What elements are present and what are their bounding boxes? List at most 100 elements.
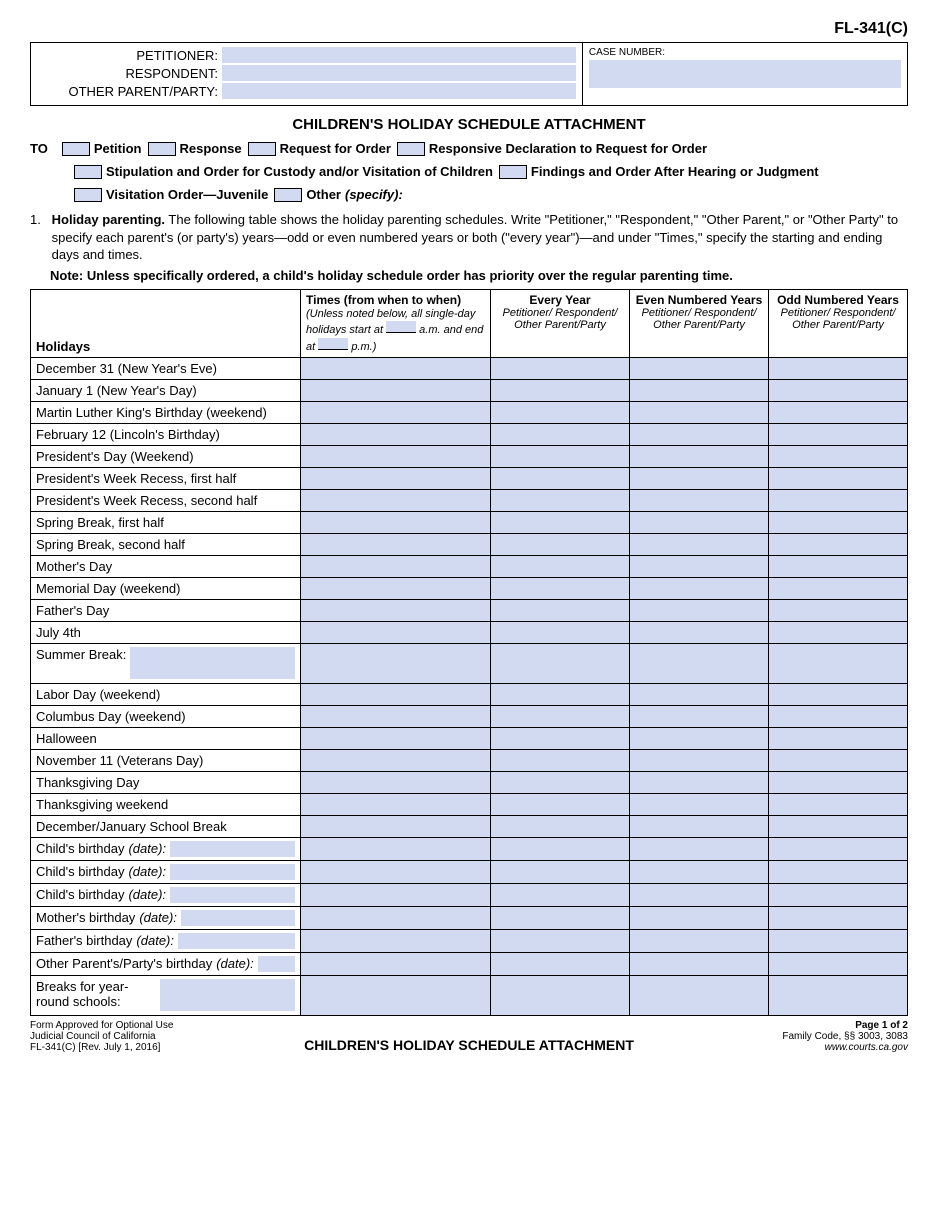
odd-years-field[interactable] [769, 621, 908, 643]
every-year-field[interactable] [491, 599, 630, 621]
checkbox-rfo[interactable] [248, 142, 276, 156]
times-field[interactable] [301, 815, 491, 837]
holiday-label-field[interactable] [170, 864, 295, 880]
every-year-field[interactable] [491, 815, 630, 837]
checkbox-visitation-juv[interactable] [74, 188, 102, 202]
checkbox-other[interactable] [274, 188, 302, 202]
every-year-field[interactable] [491, 489, 630, 511]
holiday-label-field[interactable] [258, 956, 295, 972]
odd-years-field[interactable] [769, 555, 908, 577]
even-years-field[interactable] [630, 975, 769, 1015]
even-years-field[interactable] [630, 906, 769, 929]
every-year-field[interactable] [491, 860, 630, 883]
even-years-field[interactable] [630, 379, 769, 401]
times-field[interactable] [301, 511, 491, 533]
odd-years-field[interactable] [769, 975, 908, 1015]
even-years-field[interactable] [630, 533, 769, 555]
even-years-field[interactable] [630, 883, 769, 906]
times-field[interactable] [301, 837, 491, 860]
times-field[interactable] [301, 975, 491, 1015]
odd-years-field[interactable] [769, 883, 908, 906]
odd-years-field[interactable] [769, 749, 908, 771]
every-year-field[interactable] [491, 952, 630, 975]
every-year-field[interactable] [491, 749, 630, 771]
times-field[interactable] [301, 423, 491, 445]
every-year-field[interactable] [491, 555, 630, 577]
times-field[interactable] [301, 771, 491, 793]
times-field[interactable] [301, 929, 491, 952]
holiday-label-field[interactable] [170, 887, 295, 903]
every-year-field[interactable] [491, 467, 630, 489]
odd-years-field[interactable] [769, 705, 908, 727]
every-year-field[interactable] [491, 727, 630, 749]
times-field[interactable] [301, 705, 491, 727]
every-year-field[interactable] [491, 883, 630, 906]
odd-years-field[interactable] [769, 952, 908, 975]
times-field[interactable] [301, 489, 491, 511]
pm-time-field[interactable] [318, 338, 348, 350]
times-field[interactable] [301, 577, 491, 599]
times-field[interactable] [301, 357, 491, 379]
odd-years-field[interactable] [769, 511, 908, 533]
holiday-label-field[interactable] [160, 979, 295, 1011]
even-years-field[interactable] [630, 929, 769, 952]
checkbox-response[interactable] [148, 142, 176, 156]
even-years-field[interactable] [630, 705, 769, 727]
even-years-field[interactable] [630, 401, 769, 423]
times-field[interactable] [301, 621, 491, 643]
times-field[interactable] [301, 906, 491, 929]
every-year-field[interactable] [491, 379, 630, 401]
times-field[interactable] [301, 467, 491, 489]
times-field[interactable] [301, 793, 491, 815]
odd-years-field[interactable] [769, 401, 908, 423]
odd-years-field[interactable] [769, 423, 908, 445]
checkbox-findings[interactable] [499, 165, 527, 179]
petitioner-field[interactable] [222, 47, 576, 63]
even-years-field[interactable] [630, 837, 769, 860]
odd-years-field[interactable] [769, 467, 908, 489]
even-years-field[interactable] [630, 357, 769, 379]
times-field[interactable] [301, 883, 491, 906]
every-year-field[interactable] [491, 705, 630, 727]
every-year-field[interactable] [491, 577, 630, 599]
even-years-field[interactable] [630, 555, 769, 577]
am-time-field[interactable] [386, 321, 416, 333]
every-year-field[interactable] [491, 929, 630, 952]
odd-years-field[interactable] [769, 533, 908, 555]
every-year-field[interactable] [491, 401, 630, 423]
even-years-field[interactable] [630, 771, 769, 793]
odd-years-field[interactable] [769, 683, 908, 705]
odd-years-field[interactable] [769, 906, 908, 929]
every-year-field[interactable] [491, 683, 630, 705]
every-year-field[interactable] [491, 906, 630, 929]
even-years-field[interactable] [630, 952, 769, 975]
every-year-field[interactable] [491, 621, 630, 643]
odd-years-field[interactable] [769, 929, 908, 952]
odd-years-field[interactable] [769, 643, 908, 683]
times-field[interactable] [301, 860, 491, 883]
case-number-field[interactable] [589, 60, 901, 88]
even-years-field[interactable] [630, 749, 769, 771]
every-year-field[interactable] [491, 511, 630, 533]
times-field[interactable] [301, 401, 491, 423]
holiday-label-field[interactable] [181, 910, 295, 926]
checkbox-resp-decl[interactable] [397, 142, 425, 156]
holiday-label-field[interactable] [170, 841, 295, 857]
even-years-field[interactable] [630, 467, 769, 489]
odd-years-field[interactable] [769, 357, 908, 379]
every-year-field[interactable] [491, 837, 630, 860]
even-years-field[interactable] [630, 727, 769, 749]
even-years-field[interactable] [630, 577, 769, 599]
times-field[interactable] [301, 749, 491, 771]
times-field[interactable] [301, 643, 491, 683]
odd-years-field[interactable] [769, 793, 908, 815]
every-year-field[interactable] [491, 771, 630, 793]
even-years-field[interactable] [630, 860, 769, 883]
checkbox-petition[interactable] [62, 142, 90, 156]
even-years-field[interactable] [630, 445, 769, 467]
every-year-field[interactable] [491, 445, 630, 467]
odd-years-field[interactable] [769, 771, 908, 793]
odd-years-field[interactable] [769, 837, 908, 860]
checkbox-stipulation[interactable] [74, 165, 102, 179]
odd-years-field[interactable] [769, 727, 908, 749]
